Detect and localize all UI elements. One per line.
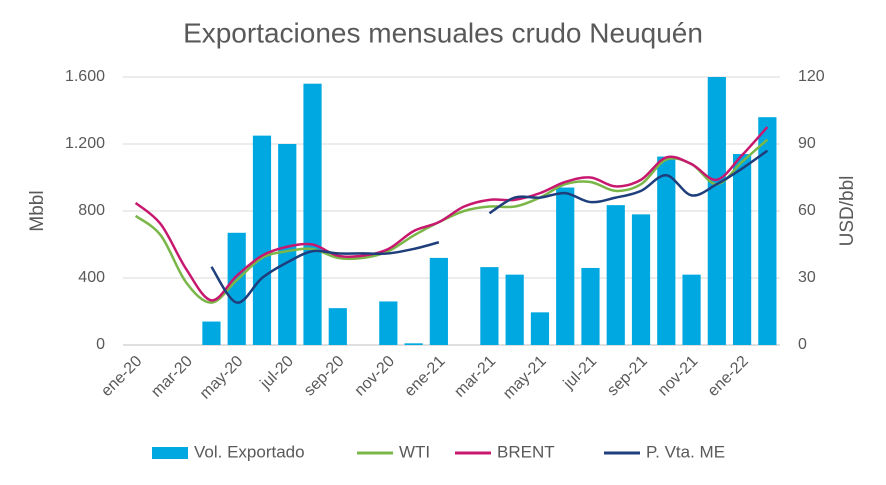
y-tick-label: 0 [96, 336, 105, 353]
bar [404, 343, 423, 345]
line [488, 149, 769, 215]
bar [758, 117, 777, 345]
bar [556, 187, 575, 345]
x-tick-label: jul-21 [560, 353, 600, 393]
y-tick-label: 800 [78, 202, 105, 219]
x-tick-label: mar-20 [148, 353, 196, 401]
chart-title: Exportaciones mensuales crudo Neuquén [183, 17, 703, 48]
x-tick-label: jul-20 [257, 353, 297, 393]
bar [379, 301, 398, 345]
x-tick-label: mar-21 [451, 353, 499, 401]
y2-tick-label: 30 [798, 269, 816, 286]
bar [657, 156, 676, 345]
bar [480, 267, 499, 345]
bar [227, 232, 246, 345]
bar [682, 274, 701, 345]
bar [328, 308, 347, 345]
y-tick-label: 1.200 [65, 135, 105, 152]
line [134, 138, 769, 304]
y2-tick-label: 60 [798, 202, 816, 219]
x-tick-label: sep-21 [604, 353, 651, 400]
legend-label: P. Vta. ME [646, 442, 725, 461]
bar [530, 312, 550, 345]
x-tick-label: may-20 [197, 353, 247, 403]
x-tick-label: nov-21 [655, 353, 702, 400]
bar [278, 144, 297, 345]
x-tick-label: ene-22 [705, 353, 752, 400]
line [210, 241, 440, 304]
bar [581, 267, 600, 345]
bar [732, 154, 752, 345]
bar [303, 83, 322, 345]
bar [631, 214, 651, 345]
bar [202, 321, 221, 345]
bar [505, 274, 524, 345]
legend-label: WTI [399, 442, 430, 461]
x-tick-label: nov-20 [352, 353, 399, 400]
y2-tick-label: 0 [798, 336, 807, 353]
x-tick-label: sep-20 [301, 353, 348, 400]
y-tick-label: 400 [78, 269, 105, 286]
y2-tick-label: 90 [798, 135, 816, 152]
legend-swatch [152, 447, 188, 459]
legend-label: BRENT [497, 442, 555, 461]
y-tick-label: 1.600 [65, 68, 105, 85]
bar [606, 205, 625, 345]
x-tick-label: ene-21 [401, 353, 448, 400]
bar [429, 257, 448, 345]
y2-axis-label: USD/bbl [837, 176, 858, 247]
x-tick-label: ene-20 [98, 353, 145, 400]
y-axis-label: Mbbl [27, 190, 48, 231]
x-tick-label: may-21 [500, 353, 550, 403]
legend-label: Vol. Exportado [194, 442, 305, 461]
bar [252, 135, 272, 345]
line [134, 126, 769, 302]
bar [707, 77, 726, 345]
y2-tick-label: 120 [798, 68, 825, 85]
